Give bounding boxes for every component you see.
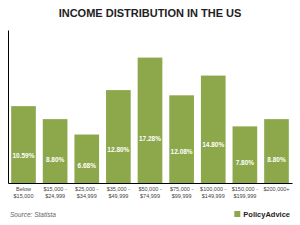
data-label: 17.28% [139, 135, 161, 142]
data-label: 12.08% [171, 148, 193, 155]
data-label: 8.80% [267, 156, 286, 163]
data-label: 8.80% [46, 156, 65, 163]
bar [106, 90, 131, 183]
bars [11, 58, 289, 183]
x-tick-label: $15,000 -$24,999 [43, 186, 66, 199]
data-label: 10.59% [12, 152, 34, 159]
bar [233, 126, 258, 183]
x-tick: $100,000 -$149,999 [200, 186, 226, 199]
x-tick-label: $100,000 -$149,999 [200, 186, 226, 199]
x-tick: $150,000 -$199,999 [232, 186, 258, 199]
data-labels: 10.59% 8.80% 6.68% 12.80% 17.28% 12.08% 14.80%… [12, 135, 285, 169]
x-tick-label-line: $150,000 - [232, 186, 258, 192]
x-axis-line [9, 183, 293, 184]
data-label: 12.80% [107, 146, 129, 153]
x-tick-label-line: $34,999 [77, 193, 97, 199]
bar [43, 119, 68, 183]
x-tick-label-line: $24,999 [45, 193, 65, 199]
x-tick-label: $150,000 -$199,999 [232, 186, 258, 199]
data-label: 6.68% [78, 162, 97, 169]
bar [11, 106, 36, 183]
x-tick-label: $50,000 -$74,999 [138, 186, 161, 199]
brand: PolicyAdvice [243, 210, 290, 219]
x-tick-label-line: $25,000 - [75, 186, 98, 192]
x-tick: Below$15,000 [14, 186, 34, 199]
x-tick-label: $75,000 -$99,999 [170, 186, 193, 199]
x-tick-label-line: $49,999 [108, 193, 128, 199]
x-tick: $35,000 -$49,999 [107, 186, 130, 199]
x-tick-label-line: $74,999 [140, 193, 160, 199]
brand-icon [234, 211, 240, 217]
title: INCOME DISTRIBUTION IN THE US [59, 7, 242, 19]
x-tick-label-line: $99,999 [172, 193, 192, 199]
x-axis: Below$15,000 $15,000 -$24,999 $25,000 -$34… [9, 184, 293, 199]
bar [201, 76, 226, 183]
y-axis [8, 31, 9, 184]
x-tick: $75,000 -$99,999 [170, 186, 193, 199]
x-tick-label: $25,000 -$34,999 [75, 186, 98, 199]
bar [169, 95, 194, 183]
plot: 10.59% 8.80% 6.68% 12.80% 17.28% 12.08% 14.80%… [9, 31, 293, 199]
x-tick: $200,000+ [263, 186, 289, 192]
x-tick: $50,000 -$74,999 [138, 186, 161, 199]
x-tick-label-line: $149,999 [202, 193, 225, 199]
x-tick-label: Below$15,000 [14, 186, 34, 199]
data-label: 14.80% [202, 141, 224, 148]
x-tick-label-line: $100,000 - [200, 186, 226, 192]
source: Source: Statista [10, 211, 56, 218]
x-tick: $15,000 -$24,999 [43, 186, 66, 199]
y-axis-line [8, 31, 9, 184]
bar [264, 119, 289, 183]
bar [74, 135, 99, 183]
x-tick-label-line: $200,000+ [263, 186, 289, 192]
x-tick: $25,000 -$34,999 [75, 186, 98, 199]
x-tick-label: $200,000+ [263, 186, 289, 192]
x-tick-label-line: $75,000 - [170, 186, 193, 192]
data-label: 7.80% [236, 159, 255, 166]
x-tick-label-line: $15,000 [14, 193, 34, 199]
x-tick-label-line: $50,000 - [138, 186, 161, 192]
x-tick-label-line: $15,000 - [43, 186, 66, 192]
chart: INCOME DISTRIBUTION IN THE US 10.59% 8.80%… [0, 0, 300, 225]
x-tick-label-line: $199,999 [233, 193, 256, 199]
x-tick-label-line: Below [16, 186, 31, 192]
x-tick-label: $35,000 -$49,999 [107, 186, 130, 199]
bar [138, 58, 163, 183]
x-tick-label-line: $35,000 - [107, 186, 130, 192]
